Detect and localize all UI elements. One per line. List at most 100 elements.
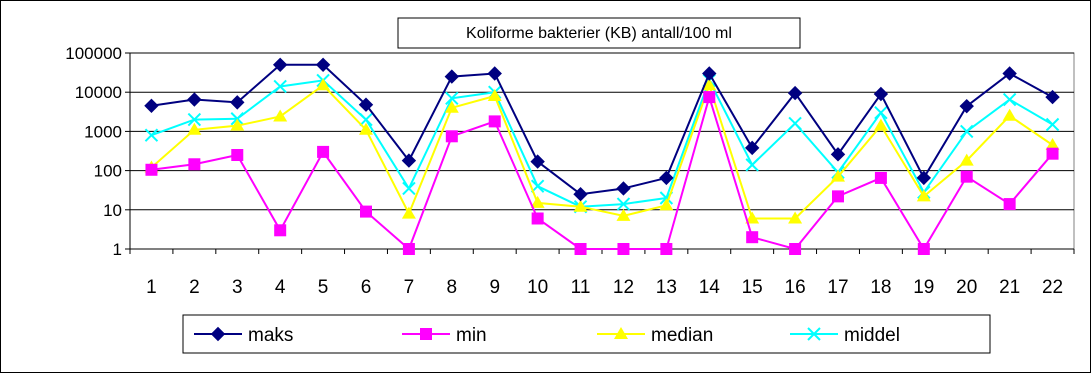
x-tick-label: 21 — [999, 277, 1020, 298]
data-point-min — [960, 170, 973, 183]
legend-marker-middel — [807, 327, 821, 341]
series-maks — [144, 57, 1060, 202]
y-tick-label: 1 — [113, 240, 122, 259]
x-tick-label: 3 — [232, 277, 243, 298]
data-point-min — [746, 231, 759, 244]
y-tick-label: 100000 — [65, 44, 122, 63]
data-point-median — [316, 78, 331, 91]
data-point-middel — [402, 181, 416, 196]
series-line-median — [150, 82, 1054, 220]
x-tick-label: 2 — [189, 277, 200, 298]
data-point-middel — [960, 124, 974, 139]
data-point-middel — [359, 112, 373, 127]
data-point-maks — [530, 154, 545, 169]
data-point-min — [445, 130, 458, 143]
data-point-min — [617, 243, 630, 255]
data-point-maks — [315, 57, 331, 73]
series-layer — [144, 57, 1060, 255]
data-point-maks — [1045, 89, 1060, 105]
x-tick-label: 9 — [489, 277, 500, 298]
data-point-min — [1003, 198, 1016, 211]
x-tick-label: 18 — [870, 277, 891, 298]
x-tick-label: 22 — [1042, 277, 1063, 298]
data-point-median — [616, 208, 631, 221]
data-point-maks — [702, 66, 717, 81]
data-point-median — [1002, 108, 1017, 121]
data-point-min — [703, 91, 716, 104]
data-point-maks — [444, 69, 460, 84]
x-tick-label: 13 — [656, 277, 677, 298]
legend-marker-min — [420, 328, 432, 340]
data-point-min — [274, 224, 287, 237]
data-point-middel — [1045, 117, 1060, 132]
data-point-maks — [616, 181, 631, 196]
x-tick-label: 14 — [699, 277, 721, 298]
chart-title: Koliforme bakterier (KB) antall/100 ml — [466, 25, 732, 42]
x-tick-label: 15 — [742, 277, 763, 298]
plot-area — [129, 52, 1075, 250]
data-point-middel — [788, 116, 802, 131]
legend-item-maks: maks — [194, 325, 293, 346]
x-tick-label: 10 — [527, 277, 548, 298]
legend: maks min median middel — [182, 314, 991, 354]
data-point-min — [145, 163, 158, 176]
legend-marker-maks — [210, 326, 226, 342]
data-point-min — [574, 243, 587, 255]
x-tick-label: 16 — [785, 277, 806, 298]
x-tick-label: 11 — [571, 277, 591, 298]
data-point-median — [487, 88, 502, 101]
legend-item-middel: middel — [790, 325, 900, 346]
data-point-min — [360, 205, 372, 218]
series-line-maks — [151, 63, 1054, 196]
x-tick-label: 4 — [275, 277, 286, 298]
data-point-maks — [144, 98, 159, 114]
data-point-median — [959, 153, 974, 166]
legend-label-min: min — [456, 325, 487, 346]
data-point-median — [230, 118, 245, 131]
data-point-min — [402, 243, 415, 255]
data-point-min — [832, 190, 844, 203]
data-point-min — [231, 149, 244, 162]
data-point-middel — [273, 79, 287, 94]
x-tick-label: 20 — [956, 277, 977, 298]
legend-item-min: min — [402, 325, 487, 346]
data-point-median — [359, 122, 373, 135]
data-point-median — [273, 109, 288, 122]
data-point-middel — [874, 105, 888, 120]
data-point-median — [916, 189, 931, 202]
data-point-median — [831, 169, 845, 182]
data-point-middel — [616, 197, 631, 211]
data-point-median — [530, 195, 545, 208]
data-point-min — [488, 115, 501, 128]
series-line-middel — [151, 77, 1054, 208]
x-tick-label: 7 — [404, 277, 415, 298]
data-point-median — [788, 211, 803, 224]
y-tick-label: 1000 — [84, 122, 122, 141]
data-point-median — [187, 122, 202, 135]
data-point-maks — [272, 57, 288, 73]
data-point-median — [444, 100, 459, 113]
data-point-maks — [487, 66, 502, 81]
data-point-median — [659, 198, 674, 211]
data-point-maks — [1002, 66, 1017, 81]
data-point-maks — [873, 86, 889, 102]
x-tick-label: 1 — [146, 277, 157, 298]
x-tick-label: 6 — [361, 277, 372, 298]
data-point-min — [188, 158, 201, 171]
legend-label-middel: middel — [844, 325, 900, 346]
series-median — [144, 78, 1060, 224]
data-point-min — [874, 171, 887, 184]
data-point-maks — [187, 92, 202, 107]
data-point-min — [660, 243, 673, 255]
legend-label-median: median — [651, 325, 713, 346]
data-point-middel — [745, 158, 759, 172]
data-point-min — [531, 212, 544, 225]
legend-item-median: median — [597, 325, 713, 346]
data-point-min — [1046, 147, 1059, 160]
data-point-middel — [187, 112, 202, 127]
x-tick-label: 5 — [318, 277, 329, 298]
data-point-maks — [573, 186, 588, 202]
data-point-min — [789, 243, 802, 255]
